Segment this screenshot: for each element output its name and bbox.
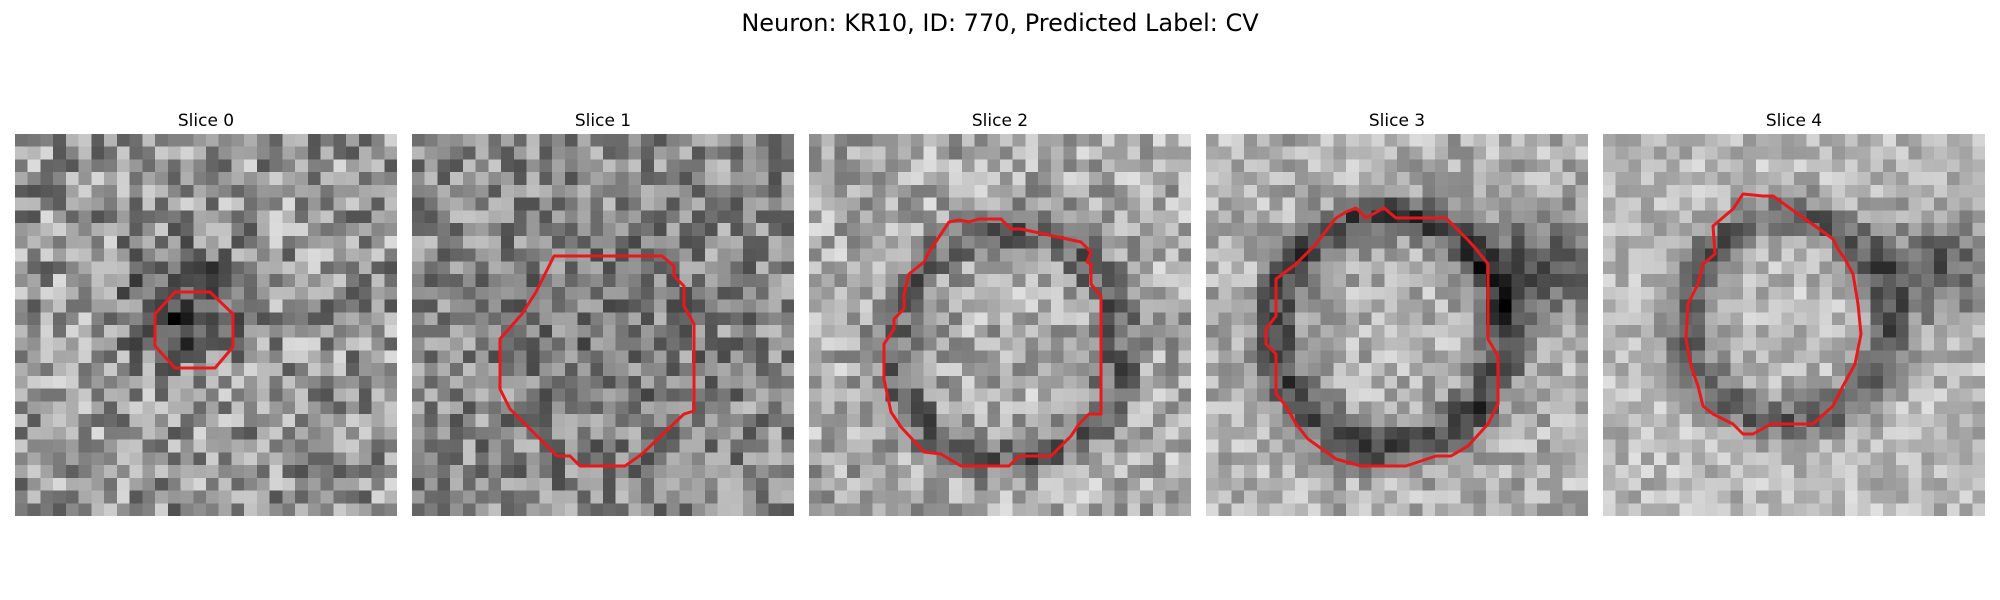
slice-panel-1: Slice 1 [412,110,794,516]
grayscale-image [412,134,794,516]
grayscale-image [15,134,397,516]
roi-contour [882,217,1103,468]
slice-panel-0: Slice 0 [15,110,397,516]
roi-contour [1684,192,1863,436]
figure-title: Neuron: KR10, ID: 770, Predicted Label: … [741,9,1259,37]
slice-title: Slice 2 [971,111,1029,131]
roi-contour [1264,206,1500,468]
slice-title: Slice 1 [574,111,632,131]
slice-title: Slice 0 [177,111,235,131]
contour-overlay [1684,192,1863,436]
grayscale-image [1603,134,1985,516]
slice-panel-3: Slice 3 [1206,110,1588,516]
grayscale-image [809,134,1191,516]
slice-image [15,134,397,516]
contour-overlay [882,217,1103,468]
slice-image [809,134,1191,516]
slice-panel-4: Slice 4 [1603,110,1985,516]
contour-overlay [498,254,696,468]
slice-image [1603,134,1985,516]
contour-overlay [1264,206,1500,468]
contour-overlay [153,290,235,370]
slice-image [412,134,794,516]
slice-panel-2: Slice 2 [809,110,1191,516]
slice-title: Slice 3 [1368,111,1426,131]
slice-image [1206,134,1588,516]
roi-contour [498,254,696,468]
roi-contour [153,290,235,370]
slice-title: Slice 4 [1765,111,1823,131]
